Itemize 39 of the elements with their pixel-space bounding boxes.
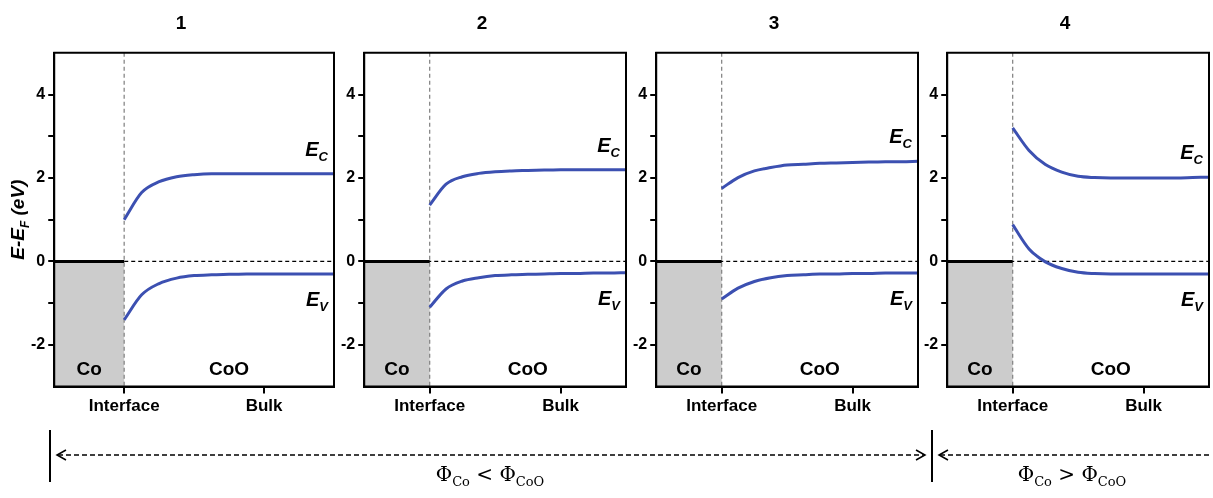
annotation: Co	[676, 357, 702, 379]
y-tick-label: 4	[638, 84, 648, 102]
chart-title: 4	[1059, 11, 1071, 33]
x-tick-label: Interface	[394, 396, 466, 416]
text: Φ$_{Co}$ < Φ$_{CoO}$	[435, 462, 545, 489]
y-tick-label: 2	[36, 168, 46, 186]
annotation: CoO	[209, 357, 250, 379]
y-tick-label: 2	[638, 168, 648, 186]
y-tick-label: 0	[929, 251, 939, 269]
y-tick-label: 0	[36, 251, 46, 269]
annotation: Co	[967, 357, 993, 379]
y-tick-label: 2	[929, 168, 939, 186]
x-tick-label: Interface	[88, 396, 160, 416]
x-tick-label: Interface	[977, 396, 1049, 416]
annotation: CoO	[1090, 357, 1131, 379]
y-tick-label: -2	[632, 335, 648, 353]
chart-title: 1	[175, 11, 187, 33]
y-axis-title: E-EF (eV)	[7, 179, 32, 260]
annotation: CoO	[799, 357, 840, 379]
x-tick-label: Bulk	[245, 396, 284, 416]
x-tick-label: Bulk	[1125, 396, 1163, 416]
x-tick-label: Bulk	[834, 396, 872, 416]
y-tick-label: -2	[923, 335, 939, 353]
y-tick-label: 2	[346, 168, 356, 186]
annotation: Co	[76, 357, 102, 379]
x-tick-label: Interface	[686, 396, 758, 416]
y-tick-label: -2	[30, 335, 46, 353]
y-tick-label: -2	[340, 335, 356, 353]
annotation: CoO	[507, 357, 548, 379]
x-tick-label: Bulk	[542, 396, 580, 416]
y-tick-label: 4	[36, 84, 46, 102]
annotation: Co	[384, 357, 410, 379]
y-tick-label: 0	[346, 251, 356, 269]
chart-title: 3	[768, 11, 780, 33]
y-tick-label: 0	[638, 251, 648, 269]
y-tick-label: 4	[346, 84, 356, 102]
text: Φ$_{Co}$ > Φ$_{CoO}$	[1017, 462, 1127, 489]
y-tick-label: 4	[929, 84, 939, 102]
chart-title: 2	[476, 11, 488, 33]
